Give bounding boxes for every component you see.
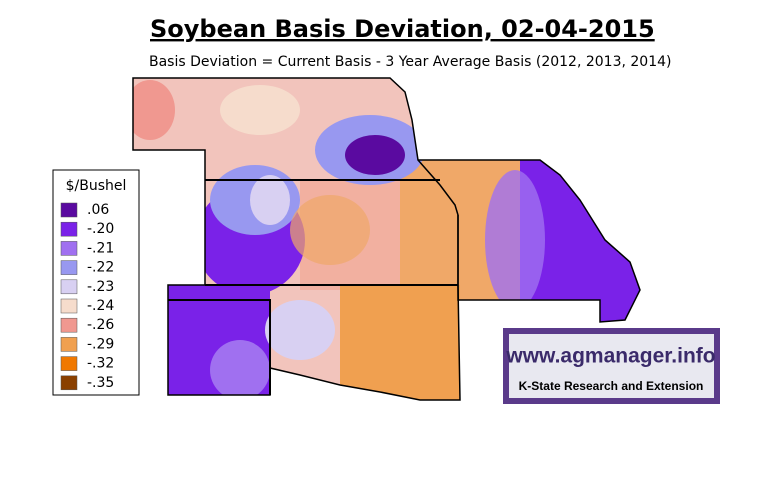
legend-label: -.29 <box>87 336 114 352</box>
legend-swatch <box>60 279 78 295</box>
legend-swatch <box>60 356 78 371</box>
legend-label: -.32 <box>87 356 114 372</box>
logo-box <box>509 334 714 398</box>
legend-label: -.22 <box>87 260 114 276</box>
legend-label: -.21 <box>87 240 114 256</box>
legend-label: -.35 <box>87 375 114 391</box>
title: Soybean Basis Deviation, 02-04-2015 <box>150 15 655 43</box>
legend-label: -.24 <box>87 298 114 314</box>
legend-title: $/Bushel <box>66 178 127 194</box>
legend-swatch <box>60 221 78 237</box>
subtitle: Basis Deviation = Current Basis - 3 Year… <box>149 54 671 70</box>
legend-swatch <box>60 241 78 256</box>
legend-swatch <box>60 202 78 218</box>
legend-label: -.20 <box>87 221 114 237</box>
legend-label: -.23 <box>87 279 114 295</box>
logo-url: www.agmanager.info <box>505 345 715 368</box>
legend-label: .06 <box>87 202 109 218</box>
state-borders <box>132 77 641 401</box>
legend-swatch <box>60 337 78 352</box>
logo-org: K-State Research and Extension <box>519 379 704 393</box>
legend-swatch <box>60 260 78 275</box>
legend-swatch <box>60 317 78 333</box>
legend-swatch <box>60 298 78 314</box>
legend-swatch <box>60 375 78 391</box>
legend: .06 -.20 -.21 -.22 -.23 -.24 -.26 -.29 -.32 -.35 <box>60 202 114 391</box>
legend-label: -.26 <box>87 317 114 333</box>
